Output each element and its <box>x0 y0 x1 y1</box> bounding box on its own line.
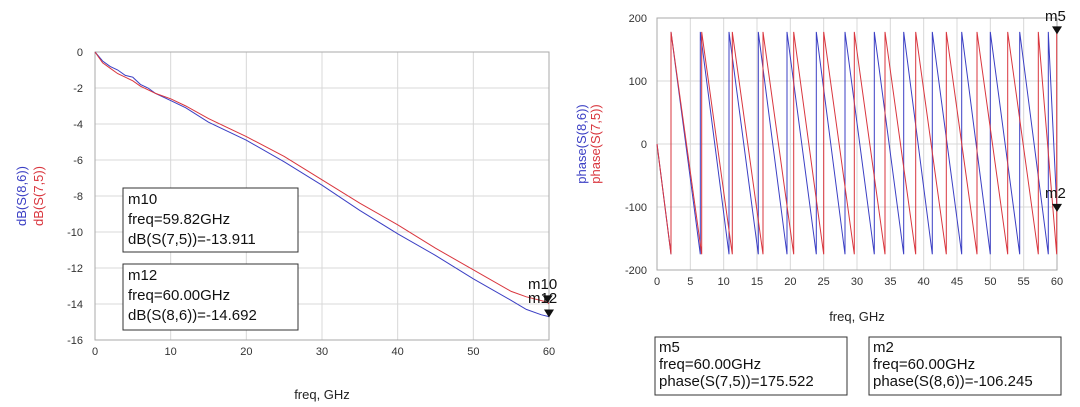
marker-readout-line: freq=60.00GHz <box>128 287 230 304</box>
marker-readout-line: m10 <box>128 191 157 208</box>
series-line-s86 <box>656 31 1058 255</box>
series-line-s75 <box>94 51 550 305</box>
y-tick-label: -10 <box>67 227 83 239</box>
y-tick-label: -2 <box>73 83 83 95</box>
marker-label-m5: m5 <box>1045 8 1066 25</box>
marker-readout-line: freq=60.00GHz <box>873 356 975 373</box>
x-tick-label: 50 <box>984 276 996 288</box>
marker-readout-line: dB(S(8,6))=-14.692 <box>128 307 257 324</box>
x-tick-label: 15 <box>751 276 763 288</box>
x-tick-label: 0 <box>92 346 98 358</box>
marker-readout-line: phase(S(7,5))=175.522 <box>659 373 814 390</box>
marker-label-m10: m10 <box>528 276 557 293</box>
series-line-s75 <box>656 31 1058 255</box>
y-label-series-1: phase(S(8,6)) <box>574 104 589 183</box>
x-tick-label: 30 <box>851 276 863 288</box>
x-tick-label: 50 <box>467 346 479 358</box>
x-tick-label: 10 <box>718 276 730 288</box>
y-tick-label: -100 <box>625 202 647 214</box>
x-tick-label: 25 <box>818 276 830 288</box>
x-tick-label: 55 <box>1018 276 1030 288</box>
x-tick-label: 45 <box>951 276 963 288</box>
x-tick-label: 5 <box>687 276 693 288</box>
marker-triangle-m10 <box>542 295 553 304</box>
marker-readout-line: m5 <box>659 339 680 356</box>
y-tick-label: 0 <box>641 139 647 151</box>
x-axis-label: freq, GHz <box>294 387 350 402</box>
marker-readout-box-m10 <box>122 187 299 253</box>
marker-readout-box-m2 <box>868 336 1062 396</box>
marker-readout-box-m12 <box>122 263 299 331</box>
y-axis-label: phase(S(8,6))phase(S(7,5)) <box>574 104 603 183</box>
marker-readout-line: dB(S(7,5))=-13.911 <box>128 231 256 248</box>
marker-label-m12: m12 <box>528 290 557 307</box>
x-tick-label: 35 <box>884 276 896 288</box>
y-tick-label: -200 <box>625 265 647 277</box>
y-tick-label: 100 <box>629 76 647 88</box>
marker-triangle-m5 <box>1052 26 1062 35</box>
y-tick-label: -8 <box>73 191 83 203</box>
marker-readout-line: phase(S(8,6))=-106.245 <box>873 373 1033 390</box>
marker-readout-line: m12 <box>128 267 157 284</box>
x-tick-label: 20 <box>240 346 252 358</box>
marker-triangle-m12 <box>544 309 554 318</box>
marker-readout-line: m2 <box>873 339 894 356</box>
marker-readout-line: freq=59.82GHz <box>128 211 230 228</box>
y-tick-label: -4 <box>73 119 83 131</box>
y-tick-label: -6 <box>73 155 83 167</box>
y-label-series-2: dB(S(7,5)) <box>31 166 46 226</box>
y-label-series-2: phase(S(7,5)) <box>588 104 603 183</box>
marker-readout-box-m5 <box>654 336 848 396</box>
y-tick-label: 0 <box>77 47 83 59</box>
phase-chart: 0 5 10 15 20 25 30 35 40 45 50 55 60 200 100 0 -100 -200 p… <box>574 8 1066 396</box>
marker-label-m2: m2 <box>1045 185 1066 202</box>
x-tick-label: 40 <box>392 346 404 358</box>
magnitude-chart: 0 10 20 30 40 50 60 0 -2 -4 -6 -8 -10 -12 -14 -16 dB(S(8… <box>14 47 557 402</box>
y-tick-label: -12 <box>67 263 83 275</box>
x-tick-label: 10 <box>165 346 177 358</box>
y-axis-label: dB(S(8,6)) dB(S(7,5)) <box>14 166 46 226</box>
series-line-s86 <box>94 51 550 318</box>
y-tick-label: -14 <box>67 299 83 311</box>
y-tick-label: -16 <box>67 335 83 347</box>
y-label-series-1: dB(S(8,6)) <box>14 166 29 226</box>
marker-readout-line: freq=60.00GHz <box>659 356 761 373</box>
x-tick-label: 60 <box>543 346 555 358</box>
x-tick-label: 60 <box>1051 276 1063 288</box>
x-tick-label: 20 <box>784 276 796 288</box>
x-tick-label: 0 <box>654 276 660 288</box>
marker-triangle-m2 <box>1052 203 1062 212</box>
x-axis-label: freq, GHz <box>829 309 885 324</box>
x-tick-label: 40 <box>918 276 930 288</box>
x-tick-label: 30 <box>316 346 328 358</box>
y-tick-label: 200 <box>629 13 647 25</box>
plot-frame <box>94 51 550 341</box>
